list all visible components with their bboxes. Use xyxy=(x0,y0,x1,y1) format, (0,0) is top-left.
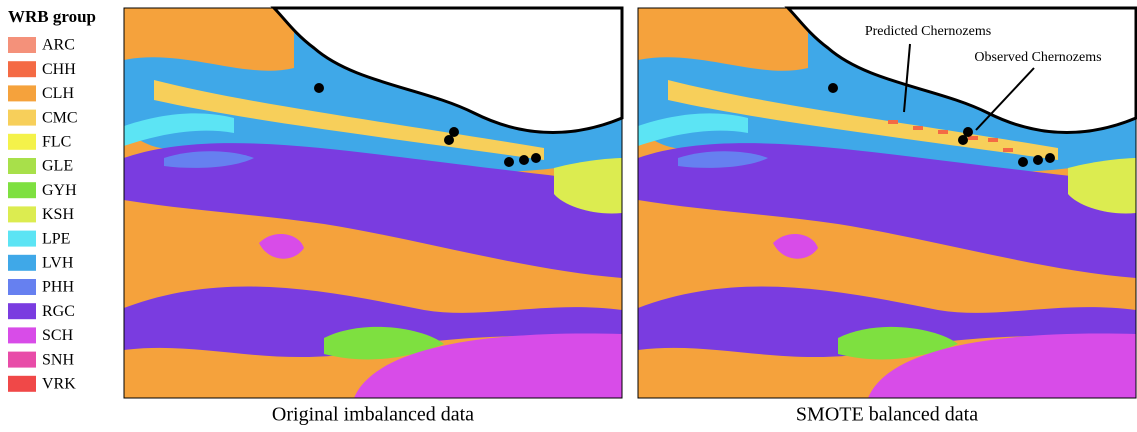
observation-point xyxy=(828,83,838,93)
predicted-patch xyxy=(938,130,948,134)
legend-swatch xyxy=(8,279,36,295)
legend-label: GYH xyxy=(42,182,77,199)
legend-label: SCH xyxy=(42,327,74,344)
observation-point xyxy=(958,135,968,145)
map-panel: Predicted Chernozems Observed Chernozems xyxy=(638,8,1136,398)
observation-point xyxy=(519,155,529,165)
observation-point xyxy=(314,83,324,93)
figure: WRB group ARC CHH CLH CMC FLC GLE GYH KSH LPE LVH… xyxy=(0,0,1137,432)
legend-label: CMC xyxy=(42,109,78,126)
legend-label: GLE xyxy=(42,158,73,175)
observation-point xyxy=(1045,153,1055,163)
legend-label: PHH xyxy=(42,279,74,296)
panel-caption: Original imbalanced data xyxy=(272,404,474,426)
legend-swatch xyxy=(8,37,36,53)
legend: ARC CHH CLH CMC FLC GLE GYH KSH LPE LVH PHH RGC SCH S… xyxy=(8,37,78,393)
legend-swatch xyxy=(8,352,36,368)
legend-label: SNH xyxy=(42,351,74,368)
panel-caption: SMOTE balanced data xyxy=(796,404,978,426)
legend-swatch xyxy=(8,255,36,271)
predicted-patch xyxy=(988,138,998,142)
observation-point xyxy=(531,153,541,163)
legend-label: CHH xyxy=(42,61,76,78)
observation-point xyxy=(1033,155,1043,165)
predicted-patch xyxy=(913,126,923,130)
legend-label: LVH xyxy=(42,254,74,271)
legend-swatch xyxy=(8,231,36,247)
legend-label: VRK xyxy=(42,375,76,392)
legend-swatch xyxy=(8,182,36,198)
legend-swatch xyxy=(8,376,36,392)
predicted-patch xyxy=(1003,148,1013,152)
legend-swatch xyxy=(8,134,36,150)
legend-label: RGC xyxy=(42,303,75,320)
legend-label: CLH xyxy=(42,85,74,102)
legend-swatch xyxy=(8,158,36,174)
legend-swatch xyxy=(8,303,36,319)
map-panel xyxy=(124,8,622,398)
annotation: Predicted Chernozems xyxy=(865,24,991,39)
legend-label: LPE xyxy=(42,230,70,247)
observation-point xyxy=(504,157,514,167)
observation-point xyxy=(1018,157,1028,167)
predicted-patch xyxy=(888,120,898,124)
legend-swatch xyxy=(8,110,36,126)
legend-label: ARC xyxy=(42,37,75,54)
annotation: Observed Chernozems xyxy=(974,50,1101,65)
legend-swatch xyxy=(8,61,36,77)
legend-label: FLC xyxy=(42,133,71,150)
legend-title: WRB group xyxy=(8,7,96,26)
legend-label: KSH xyxy=(42,206,74,223)
observation-point xyxy=(444,135,454,145)
legend-swatch xyxy=(8,85,36,101)
legend-swatch xyxy=(8,206,36,222)
legend-swatch xyxy=(8,327,36,343)
